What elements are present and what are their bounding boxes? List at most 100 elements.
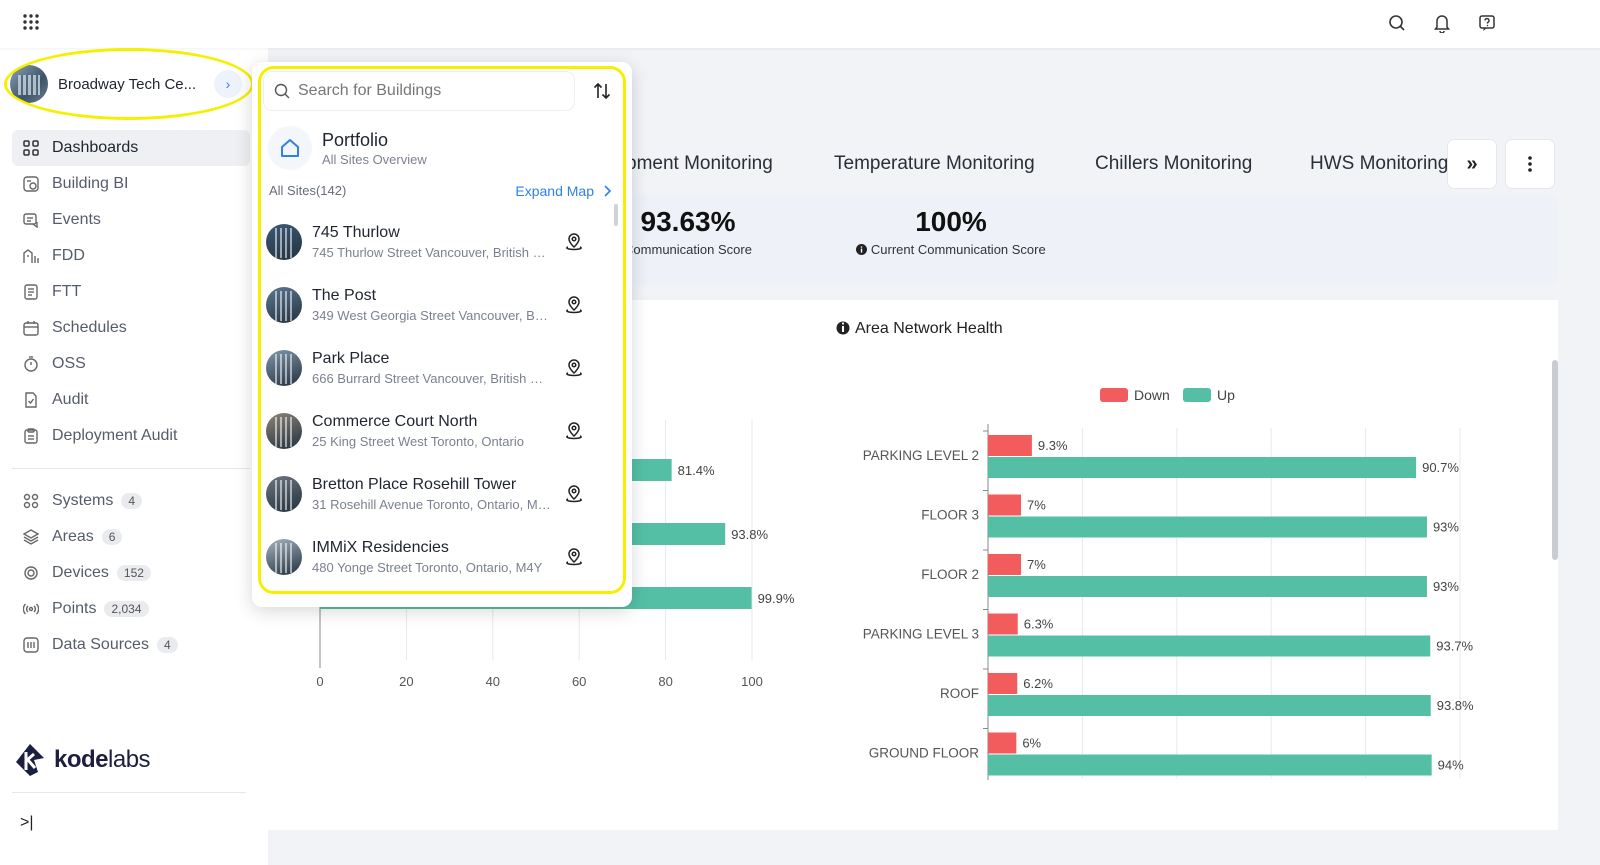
kpi-value: 93.63% (640, 206, 736, 237)
building-thumbnail (266, 286, 302, 323)
broadcast-icon (22, 600, 40, 618)
y-category-label: ROOF (940, 686, 979, 701)
site-list-item[interactable]: Park Place 666 Burrard Street Vancouver, … (266, 336, 614, 399)
bar-value-label: 99.9% (758, 591, 795, 606)
bar-value-label-down: 6.3% (1024, 617, 1054, 632)
location-pin-icon[interactable] (564, 484, 584, 504)
nav-label: Building BI (52, 175, 129, 192)
building-thumbnail (266, 475, 302, 512)
sidebar: Broadway Tech Ce... › Dashboards Buildin… (0, 48, 268, 865)
kebab-menu-icon[interactable] (1506, 140, 1554, 188)
nav-item-dashboards[interactable]: Dashboards (12, 130, 250, 166)
nav-item-systems[interactable]: Systems 4 (12, 483, 250, 519)
building-thumbnail (266, 538, 302, 575)
x-tick-label: 100 (741, 674, 763, 689)
tab-equipment-monitoring[interactable]: pment Monitoring (626, 153, 773, 174)
nav-item-fdd[interactable]: FDD (12, 238, 250, 274)
home-icon (268, 126, 312, 170)
divider (12, 792, 246, 793)
clipboard-icon (22, 427, 40, 445)
dropdown-scrollbar[interactable] (614, 204, 618, 226)
bar-down (988, 554, 1022, 575)
bar-value-label-up: 93.7% (1436, 639, 1473, 654)
notification-bell-icon[interactable] (1431, 12, 1453, 34)
logo-text: kodelabs (54, 746, 151, 773)
bar-up (988, 457, 1417, 478)
nav-item-data-sources[interactable]: Data Sources 4 (12, 627, 250, 663)
fdd-icon (22, 247, 40, 265)
main-nav: Dashboards Building BI Events FDD FTT Sc… (12, 130, 250, 663)
tab-hws-monitoring[interactable]: HWS Monitoring (1310, 153, 1449, 174)
search-icon (274, 83, 290, 99)
kpi-communication-score: 93.63% Communication Score (618, 206, 758, 257)
site-list-item[interactable]: IMMiX Residencies 480 Yonge Street Toront… (266, 525, 614, 588)
nav-item-building-bi[interactable]: Building BI (12, 166, 250, 202)
nav-item-audit[interactable]: Audit (12, 382, 250, 418)
tab-temperature-monitoring[interactable]: Temperature Monitoring (834, 153, 1035, 174)
collapse-sidebar-button[interactable]: >| (20, 814, 34, 831)
sort-icon[interactable] (588, 78, 616, 104)
site-address: 25 King Street West Toronto, Ontario (312, 433, 524, 449)
search-icon[interactable] (1386, 12, 1408, 34)
info-icon-stem (842, 326, 844, 332)
bar-down (988, 494, 1022, 516)
site-title: IMMiX Residencies (312, 538, 449, 556)
bar-up (988, 516, 1427, 538)
site-address: 480 Yonge Street Toronto, Ontario, M4Y (312, 559, 543, 575)
nav-label: FDD (52, 247, 85, 264)
scrollbar[interactable] (1552, 360, 1558, 560)
site-title: 745 Thurlow (312, 223, 400, 241)
systems-icon (22, 492, 40, 510)
site-list-item[interactable]: Commerce Court North 25 King Street West … (266, 399, 614, 462)
kpi-current-communication-score: 100% Current Communication Score (844, 206, 1058, 257)
kpi-label: Communication Score (624, 242, 752, 257)
calendar-icon (22, 319, 40, 337)
count-badge: 4 (121, 493, 143, 509)
nav-item-oss[interactable]: OSS (12, 346, 250, 382)
x-tick-label: 20 (399, 674, 413, 689)
bar-down (988, 435, 1032, 456)
search-input[interactable] (298, 82, 558, 100)
expand-map-link[interactable]: Expand Map (515, 183, 614, 199)
building-search[interactable] (264, 72, 574, 110)
nav-item-points[interactable]: Points 2,034 (12, 591, 250, 627)
site-selector[interactable]: Broadway Tech Ce... › (10, 64, 246, 104)
portfolio-option[interactable]: Portfolio All Sites Overview (268, 124, 608, 172)
kodelabs-logo: kodelabs (12, 740, 151, 780)
nav-item-areas[interactable]: Areas 6 (12, 519, 250, 555)
more-tabs-button[interactable]: » (1448, 140, 1496, 188)
site-list-item[interactable]: 745 Thurlow 745 Thurlow Street Vancouver,… (266, 210, 614, 273)
bar-value-label-up: 90.7% (1422, 460, 1459, 475)
bar-value-label: 93.8% (731, 527, 768, 542)
location-pin-icon[interactable] (564, 421, 584, 441)
nav-item-schedules[interactable]: Schedules (12, 310, 250, 346)
count-badge: 2,034 (104, 601, 149, 617)
y-category-label: PARKING LEVEL 2 (863, 448, 979, 463)
bar-down (988, 673, 1018, 694)
help-chat-icon[interactable] (1476, 12, 1498, 34)
site-list-item[interactable]: Bretton Place Rosehill Tower 31 Rosehill … (266, 462, 614, 525)
building-thumbnail (266, 412, 302, 449)
tab-chillers-monitoring[interactable]: Chillers Monitoring (1095, 153, 1253, 174)
y-category-label: PARKING LEVEL 3 (863, 627, 979, 642)
y-category-label: GROUND FLOOR (869, 746, 980, 761)
location-pin-icon[interactable] (564, 232, 584, 252)
nav-item-devices[interactable]: Devices 152 (12, 555, 250, 591)
nav-item-events[interactable]: Events (12, 202, 250, 238)
bar-value-label-down: 6.2% (1023, 676, 1053, 691)
location-pin-icon[interactable] (564, 295, 584, 315)
location-pin-icon[interactable] (564, 358, 584, 378)
nav-label: Devices (52, 564, 109, 581)
nav-label: Schedules (52, 319, 127, 336)
data-source-icon (22, 636, 40, 654)
site-list-item[interactable]: The Post 349 West Georgia Street Vancouve… (266, 273, 614, 336)
chevron-right-icon[interactable]: › (214, 70, 242, 98)
nav-item-deployment-audit[interactable]: Deployment Audit (12, 418, 250, 454)
location-pin-icon[interactable] (564, 547, 584, 567)
nav-item-ftt[interactable]: FTT (12, 274, 250, 310)
legend-swatch-up (1183, 388, 1211, 402)
site-address: 31 Rosehill Avenue Toronto, Ontario, M4T (312, 496, 552, 512)
app-launcher-icon[interactable] (22, 13, 40, 31)
nav-label: FTT (52, 283, 82, 300)
top-bar (0, 0, 1600, 48)
